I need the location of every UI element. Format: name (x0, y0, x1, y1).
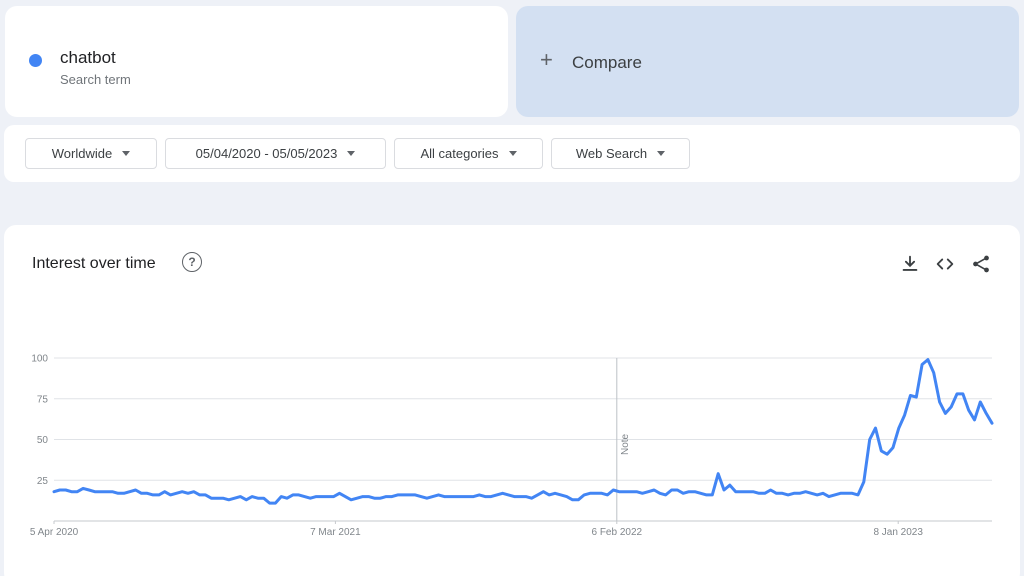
filter-bar: Worldwide 05/04/2020 - 05/05/2023 All ca… (4, 125, 1020, 182)
search-term-subtitle: Search term (60, 72, 131, 87)
search-type-dropdown[interactable]: Web Search (551, 138, 690, 169)
region-dropdown-label: Worldwide (51, 146, 113, 161)
x-tick-label: 5 Apr 2020 (30, 527, 79, 538)
note-label: Note (620, 433, 631, 455)
x-tick-label: 8 Jan 2023 (873, 527, 923, 538)
region-dropdown[interactable]: Worldwide (25, 138, 157, 169)
compare-button[interactable]: + Compare (516, 6, 1019, 117)
interest-over-time-card: Interest over time ? 25 50 75 100 Note 5 Apr … (4, 225, 1020, 576)
date-range-dropdown-label: 05/04/2020 - 05/05/2023 (195, 146, 338, 161)
caret-down-icon (347, 151, 356, 156)
y-tick-label: 75 (37, 394, 49, 405)
y-tick-label: 50 (37, 435, 49, 446)
x-tick-label: 6 Feb 2022 (591, 527, 642, 538)
search-term-name[interactable]: chatbot (60, 48, 116, 67)
series-color-dot-icon (29, 54, 42, 67)
y-tick-label: 100 (31, 354, 48, 365)
search-term-card[interactable]: chatbot Search term (5, 6, 508, 117)
chart-title: Interest over time (32, 255, 156, 272)
search-type-dropdown-label: Web Search (575, 146, 648, 161)
x-tick-label: 7 Mar 2021 (310, 527, 361, 538)
interest-chart[interactable]: 25 50 75 100 Note 5 Apr 2020 7 Mar 2021 6 Feb 2… (4, 225, 1020, 545)
embed-code-icon[interactable] (934, 253, 956, 275)
plus-icon: + (540, 47, 553, 72)
date-range-dropdown[interactable]: 05/04/2020 - 05/05/2023 (165, 138, 386, 169)
category-dropdown-label: All categories (420, 146, 499, 161)
y-tick-label: 25 (37, 476, 49, 487)
series-line-chatbot (52, 358, 994, 505)
caret-down-icon (508, 151, 517, 156)
caret-down-icon (657, 151, 666, 156)
share-icon[interactable] (970, 253, 992, 275)
caret-down-icon (122, 151, 131, 156)
compare-label: Compare (572, 53, 642, 72)
download-icon[interactable] (899, 253, 921, 275)
help-icon[interactable]: ? (182, 252, 202, 272)
category-dropdown[interactable]: All categories (394, 138, 543, 169)
